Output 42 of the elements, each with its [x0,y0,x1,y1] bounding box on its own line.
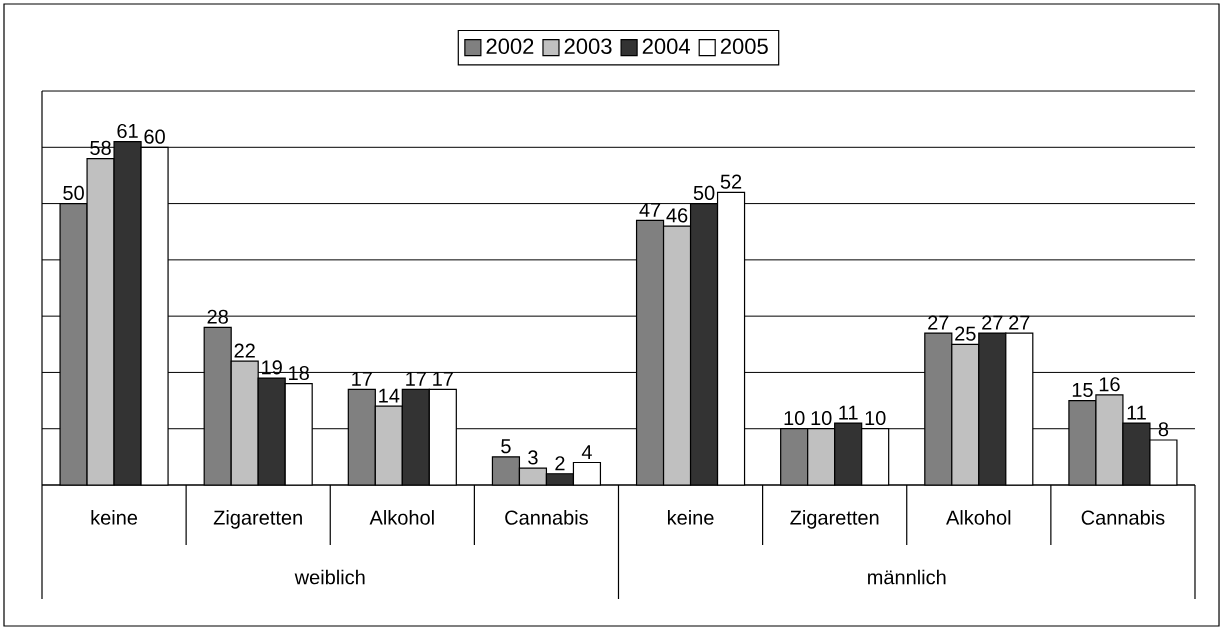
legend-label: 2005 [720,38,768,55]
data-label: 25 [955,326,976,341]
data-label: 11 [839,405,858,420]
data-label: 52 [720,174,742,189]
data-label: 5 [501,439,511,454]
data-label: 27 [1009,315,1030,330]
legend-label: 2002 [486,38,534,55]
x-tick-label: Zigaretten [213,510,302,529]
data-label: 11 [1127,405,1146,420]
data-label: 27 [928,315,949,330]
data-label: 14 [379,388,400,403]
data-label: 3 [528,450,538,465]
data-label: 46 [666,208,688,223]
x-tick-label: Alkohol [946,510,1011,525]
data-label: 27 [982,315,1003,330]
text: weiblich [294,569,365,585]
text: männlich [868,569,946,585]
data-label: 22 [234,343,255,358]
data-label: 17 [406,371,426,386]
x-tick-label: Cannabis [505,510,588,525]
x-tick-label: Cannabis [1081,510,1165,525]
data-label: 47 [639,203,661,217]
x-tick-label: Zigaretten [790,510,879,529]
data-label: 16 [1099,377,1120,392]
data-label: 15 [1072,383,1093,397]
data-label: 10 [811,410,832,426]
data-label: 60 [144,129,165,144]
data-label: 50 [693,185,715,200]
data-label: 61 [117,123,138,139]
data-label: 50 [63,185,84,200]
data-label: 4 [581,445,592,459]
legend-label: 2003 [564,38,612,55]
data-label: 17 [433,371,453,386]
x-tick-label: keine [667,510,714,525]
x-tick-label: keine [91,510,138,525]
data-label: 17 [352,371,372,386]
data-label: 10 [784,410,805,426]
x-tick-label: Alkohol [369,510,434,525]
legend-label: 2004 [642,38,690,55]
data-label: 2 [555,456,565,471]
data-label: 19 [262,360,282,375]
data-label: 10 [865,410,886,426]
